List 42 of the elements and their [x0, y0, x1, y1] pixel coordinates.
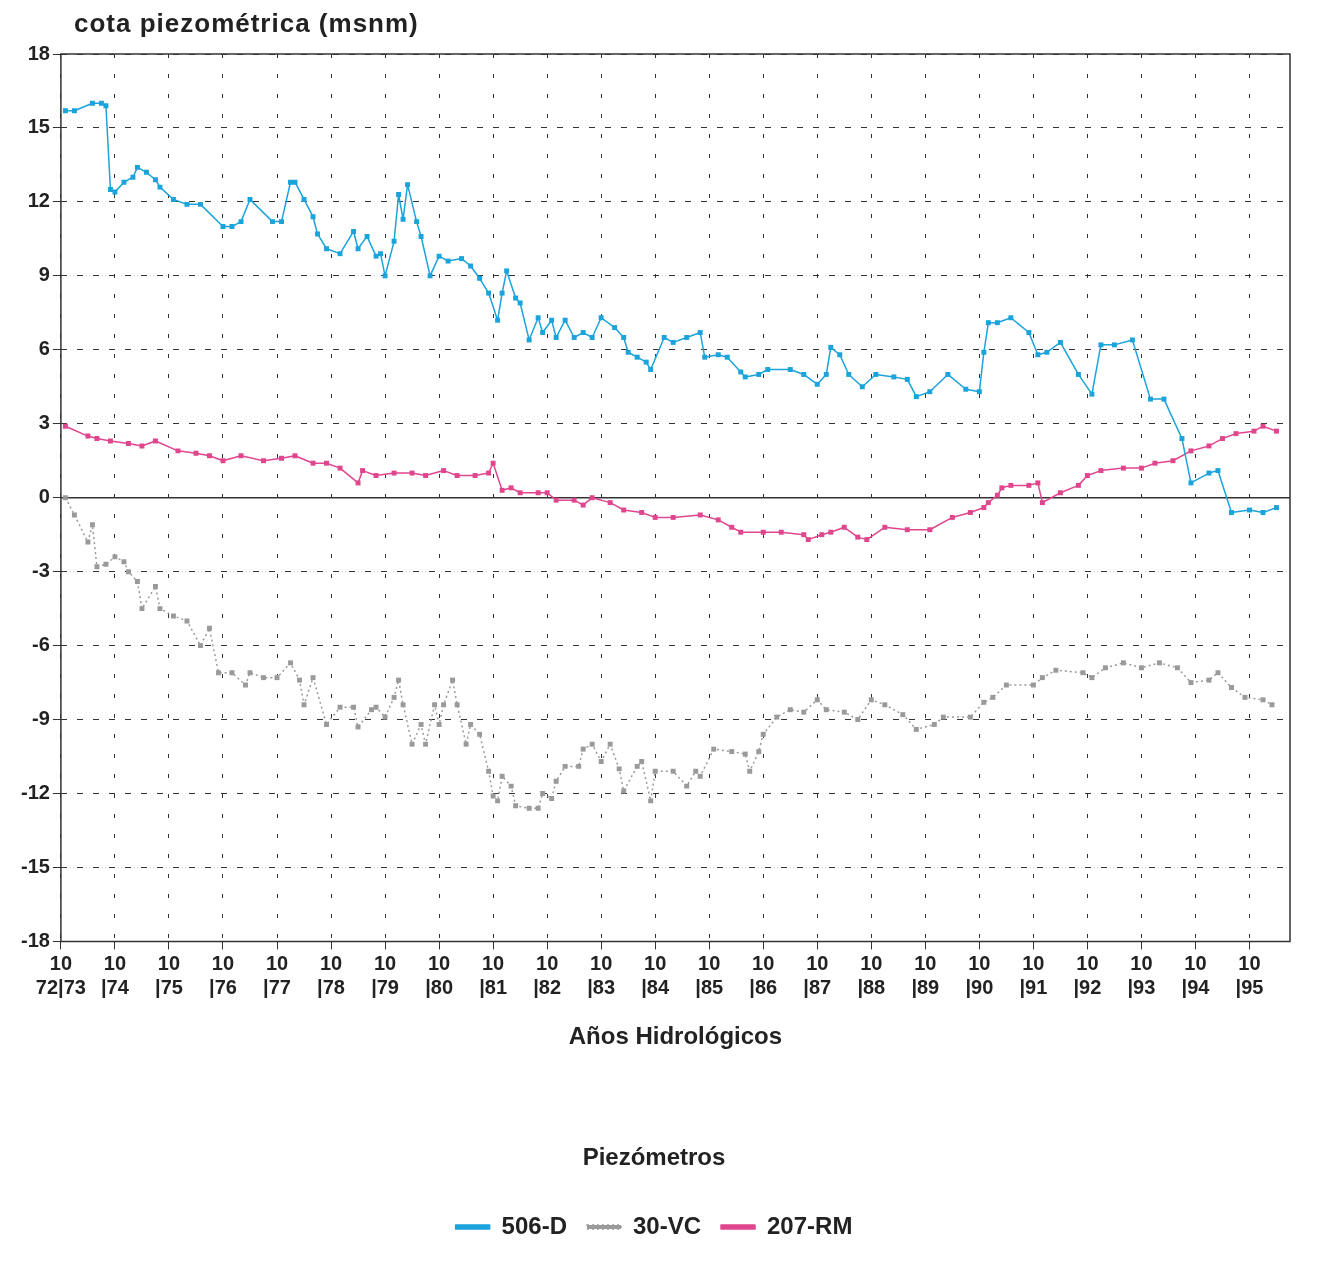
y-tick-label: -6 — [32, 633, 50, 656]
x-tick-label: 10 |82 — [533, 951, 562, 998]
y-tick-label: 9 — [38, 263, 50, 286]
x-tick-label: 10 |88 — [857, 951, 886, 998]
x-tick-label: 10 |92 — [1073, 951, 1102, 998]
x-tick-label: 10 |86 — [749, 951, 778, 998]
y-tick-label: -15 — [21, 854, 50, 877]
x-tick-label: 10 |85 — [695, 951, 724, 998]
x-tick-label: 10 |93 — [1127, 951, 1156, 998]
y-tick-label: 3 — [38, 411, 50, 434]
y-tick-label: -9 — [32, 707, 50, 730]
y-tick-label: 15 — [27, 115, 50, 138]
x-tick-label: 10 |95 — [1235, 951, 1264, 998]
x-tick-label: 10 |94 — [1181, 951, 1211, 998]
legend-label: 506-D — [501, 1211, 567, 1239]
y-tick-label: -18 — [21, 928, 50, 951]
x-axis-title: Años Hidrológicos — [568, 1022, 783, 1050]
x-tick-label: 10 |91 — [1019, 951, 1048, 998]
y-tick-label: -3 — [32, 559, 50, 582]
y-tick-label: 0 — [38, 485, 50, 508]
legend-label: 30-VC — [632, 1211, 702, 1239]
x-tick-label: 10 |74 — [101, 951, 130, 998]
y-tick-label: -12 — [21, 781, 50, 804]
y-tick-label: 6 — [38, 337, 50, 360]
x-tick-label: 10 |89 — [911, 951, 940, 998]
x-tick-label: 10 |81 — [479, 951, 508, 998]
x-tick-label: 10 |80 — [425, 951, 454, 998]
x-tick-label: 10 |84 — [641, 951, 670, 998]
x-tick-label: 10 |83 — [587, 951, 616, 998]
x-tick-label: 10 |79 — [371, 951, 399, 998]
x-tick-label: 10 |78 — [317, 951, 345, 998]
y-axis-title: cota piezométrica (msnm) — [74, 8, 420, 39]
x-tick-label: 10 |90 — [965, 951, 994, 998]
x-tick-label: 10 |87 — [803, 951, 832, 998]
x-tick-label: 10 |77 — [263, 951, 291, 998]
legend-label: 207-RM — [767, 1211, 853, 1239]
x-tick-label: 10 |75 — [155, 951, 183, 998]
x-tick-label: 10 |76 — [209, 951, 237, 998]
legend-title: Piezómetros — [582, 1142, 726, 1170]
y-tick-label: 18 — [27, 41, 50, 64]
x-tick-label: 10 72|73 — [35, 951, 86, 998]
y-tick-label: 12 — [27, 189, 50, 212]
